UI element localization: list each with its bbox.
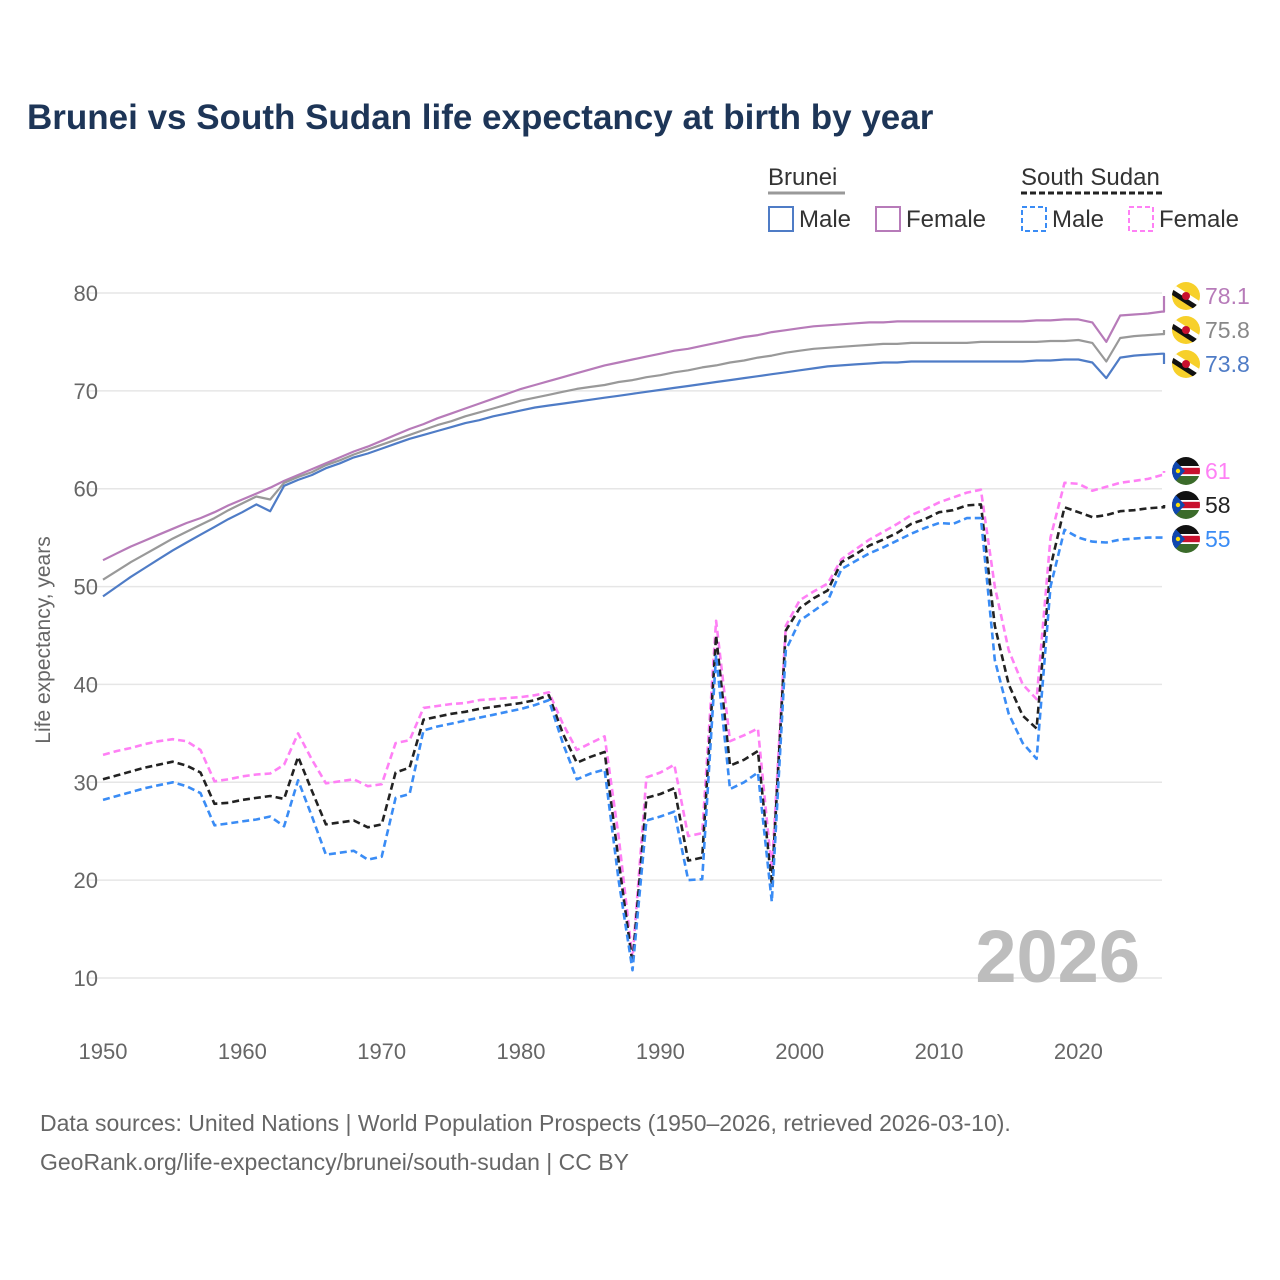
x-tick-label: 2000 xyxy=(775,1039,824,1064)
south-sudan-flag-icon xyxy=(1172,525,1200,553)
x-tick-label: 1970 xyxy=(357,1039,406,1064)
brunei-flag-icon xyxy=(1172,350,1200,378)
series-line-south-sudan-total xyxy=(102,503,1166,965)
footer-url: GeoRank.org/life-expectancy/brunei/south… xyxy=(40,1149,629,1175)
south-sudan-flag-icon xyxy=(1172,491,1200,519)
series-line-south-sudan-male xyxy=(102,516,1166,972)
y-tick-label: 60 xyxy=(74,477,98,502)
x-tick-label: 1980 xyxy=(497,1039,546,1064)
y-axis-label: Life expectancy, years xyxy=(32,536,55,743)
legend-brunei-male[interactable]: Male xyxy=(799,206,851,233)
legend-south-sudan-male-swatch xyxy=(1021,206,1047,232)
series-line-south-sudan-female xyxy=(102,471,1166,960)
legend-brunei-female[interactable]: Female xyxy=(906,206,986,233)
x-tick-label: 1950 xyxy=(79,1039,128,1064)
end-label-brunei-total: 75.8 xyxy=(1205,317,1250,343)
y-axis-ticks: 10 20 30 40 50 60 70 80 xyxy=(74,281,98,991)
x-axis-ticks: 1950 1960 1970 1980 1990 2000 2010 2020 xyxy=(79,1039,1103,1064)
end-labels: 78.1 75.8 73.8 61 58 55 xyxy=(1172,282,1250,553)
series-line-brunei-male xyxy=(102,352,1166,598)
gridlines xyxy=(88,292,1162,979)
legend-south-sudan-female-swatch xyxy=(1128,206,1154,232)
series-lines xyxy=(102,296,1166,972)
y-tick-label: 20 xyxy=(74,868,98,893)
y-tick-label: 80 xyxy=(74,281,98,306)
legend-group-south-sudan: South Sudan xyxy=(1021,164,1160,191)
series-line-brunei-female xyxy=(102,296,1166,562)
legend-south-sudan-female[interactable]: Female xyxy=(1159,206,1239,233)
end-label-south-sudan-total: 58 xyxy=(1205,492,1231,518)
y-tick-label: 40 xyxy=(74,672,98,697)
end-label-south-sudan-male: 55 xyxy=(1205,526,1231,552)
x-tick-label: 2020 xyxy=(1054,1039,1103,1064)
brunei-flag-icon xyxy=(1172,282,1200,310)
end-label-brunei-male: 73.8 xyxy=(1205,351,1250,377)
y-tick-label: 50 xyxy=(74,575,98,600)
legend-brunei-male-swatch xyxy=(768,206,794,232)
year-watermark: 2026 xyxy=(975,915,1140,998)
south-sudan-flag-icon xyxy=(1172,457,1200,485)
legend-south-sudan-male[interactable]: Male xyxy=(1052,206,1104,233)
x-tick-label: 2010 xyxy=(915,1039,964,1064)
legend-group-brunei: Brunei xyxy=(768,164,837,191)
series-line-brunei-total xyxy=(102,330,1166,581)
y-tick-label: 10 xyxy=(74,966,98,991)
x-tick-label: 1990 xyxy=(636,1039,685,1064)
y-tick-label: 70 xyxy=(74,379,98,404)
x-tick-label: 1960 xyxy=(218,1039,267,1064)
chart-title: Brunei vs South Sudan life expectancy at… xyxy=(27,98,934,137)
legend-brunei-female-swatch xyxy=(875,206,901,232)
footer-sources: Data sources: United Nations | World Pop… xyxy=(40,1110,1011,1136)
brunei-flag-icon xyxy=(1172,316,1200,344)
end-label-south-sudan-female: 61 xyxy=(1205,458,1231,484)
legend: Brunei Male Female South Sudan Male Fema… xyxy=(768,164,1239,233)
end-label-brunei-female: 78.1 xyxy=(1205,283,1250,309)
y-tick-label: 30 xyxy=(74,770,98,795)
